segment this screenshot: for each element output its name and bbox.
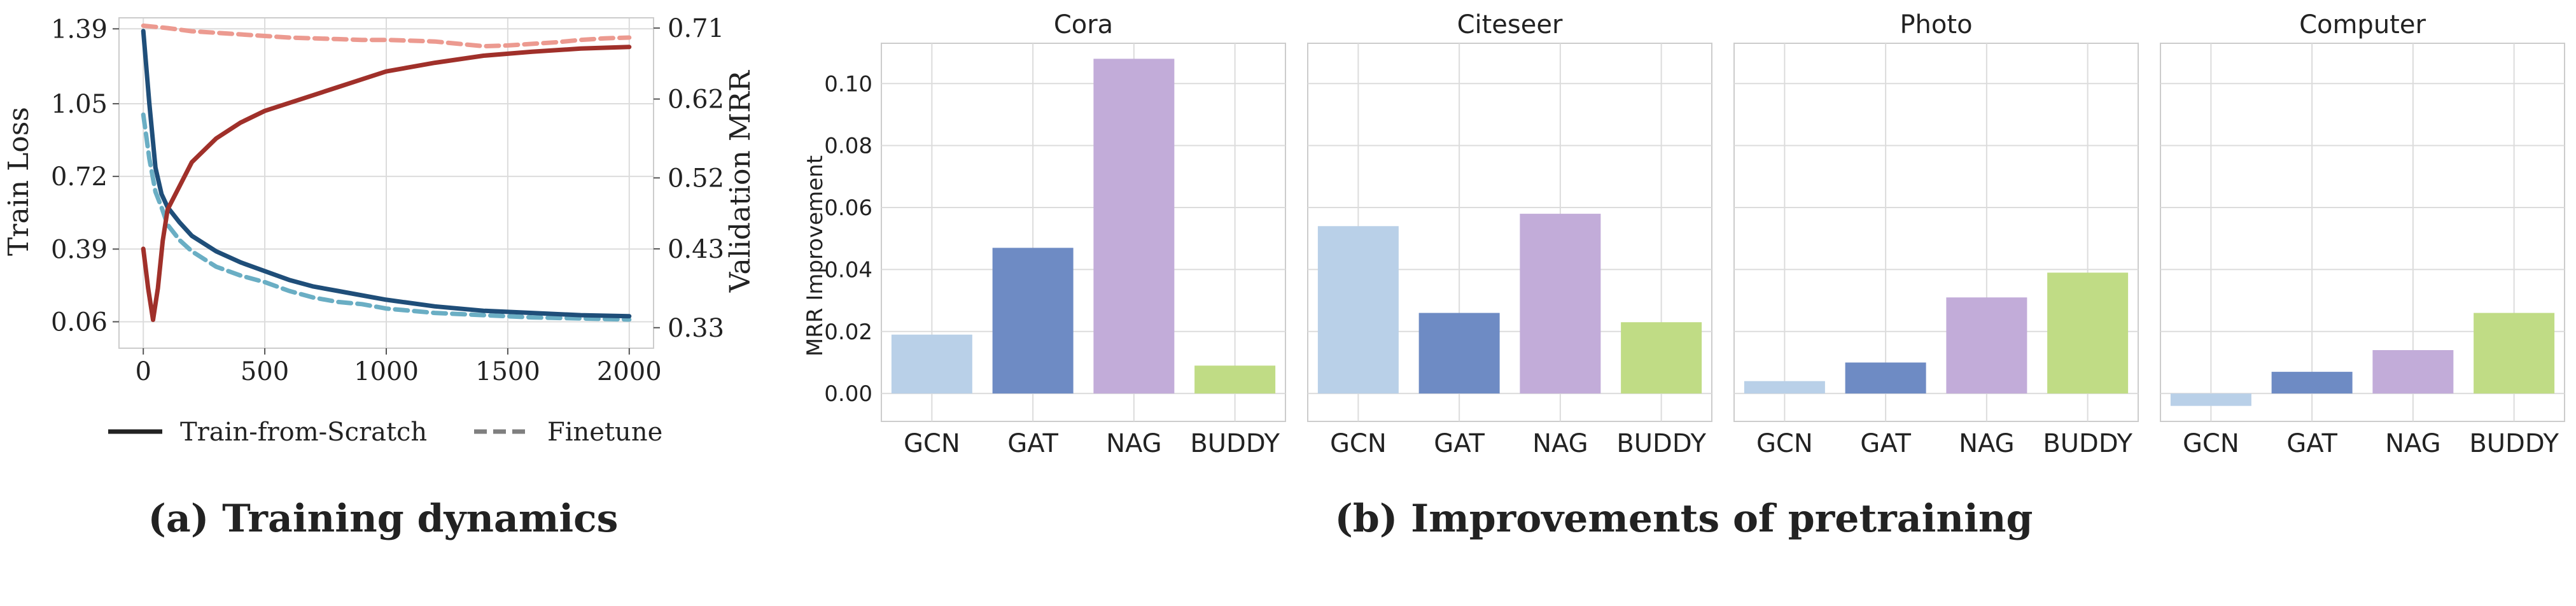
y-tick-label-right: 0.52 bbox=[668, 164, 724, 193]
x-tick-label: GAT bbox=[1434, 429, 1485, 458]
y-tick-label: 0.02 bbox=[824, 320, 872, 345]
y-tick-label: 0.04 bbox=[824, 257, 872, 283]
x-tick-label: BUDDY bbox=[1616, 429, 1706, 458]
x-tick-label: 2000 bbox=[597, 357, 662, 386]
x-tick-label: GAT bbox=[2286, 429, 2337, 458]
y-tick-label-left: 1.39 bbox=[51, 15, 108, 44]
x-tick-label: GAT bbox=[1860, 429, 1911, 458]
training-dynamics-chart: 0 500 1000 1500 2000 1.39 1.05 0.72 0.39 0.06 0.71… bbox=[3, 14, 757, 541]
bar-gat bbox=[992, 248, 1074, 394]
y-tick-label: 0.10 bbox=[824, 71, 872, 97]
scratch-loss-line bbox=[141, 29, 632, 319]
x-tick-label: NAG bbox=[1106, 429, 1162, 458]
bar-panel-photo: GCN GAT NAG BUDDY Photo bbox=[1733, 10, 2139, 458]
tick-labels: 0 500 1000 1500 2000 1.39 1.05 0.72 0.39 0.06 0.71… bbox=[51, 14, 724, 386]
bar-panel-citeseer: GCN GAT NAG BUDDY Citeseer bbox=[1307, 10, 1712, 458]
y-tick-label-right: 0.43 bbox=[668, 235, 724, 264]
legend-label-scratch: Train-from-Scratch bbox=[180, 418, 427, 447]
x-tick-label: BUDDY bbox=[2043, 429, 2132, 458]
panel-title: Citeseer bbox=[1457, 10, 1563, 39]
panel-title: Cora bbox=[1054, 10, 1113, 39]
x-tick-label: NAG bbox=[1532, 429, 1588, 458]
x-tick-label: GAT bbox=[1007, 429, 1058, 458]
bar-buddy bbox=[2047, 272, 2129, 394]
caption-a: (a) Training dynamics bbox=[148, 497, 619, 541]
y-tick-label-left: 1.05 bbox=[51, 90, 108, 119]
x-tick-label: 1000 bbox=[354, 357, 419, 386]
y-tick-label-right: 0.62 bbox=[668, 85, 724, 115]
pretraining-improvement-charts: 0.00 0.02 0.04 0.06 0.08 0.10 GCN GAT NAG BUDDY Co… bbox=[802, 10, 2565, 541]
bar-nag bbox=[1093, 59, 1175, 394]
x-tick-label: NAG bbox=[2385, 429, 2441, 458]
y-tick-label-left: 0.39 bbox=[51, 235, 108, 264]
y-tick-label: 0.00 bbox=[824, 381, 872, 407]
y-axis-label-mrr-improvement: MRR Improvement bbox=[802, 155, 828, 356]
x-tick-label: GCN bbox=[1330, 429, 1387, 458]
bar-gcn bbox=[891, 334, 972, 394]
bar-nag bbox=[2372, 350, 2454, 394]
x-tick-label: BUDDY bbox=[1190, 429, 1280, 458]
bar-buddy bbox=[1621, 322, 1702, 394]
x-tick-label: GCN bbox=[1756, 429, 1813, 458]
panel-title: Photo bbox=[1900, 10, 1972, 39]
x-tick-label: 0 bbox=[135, 357, 151, 386]
y-tick-label-left: 0.06 bbox=[51, 307, 108, 337]
y-tick-label: 0.08 bbox=[824, 134, 872, 159]
x-tick-label: 500 bbox=[241, 357, 289, 386]
bar-buddy bbox=[1194, 365, 1276, 394]
y-tick-label: 0.06 bbox=[824, 195, 872, 221]
bar-gat bbox=[2271, 372, 2353, 394]
x-tick-label: 1500 bbox=[475, 357, 540, 386]
caption-b: (b) Improvements of pretraining bbox=[1335, 497, 2033, 541]
y-tick-label-left: 0.72 bbox=[51, 162, 108, 192]
bar-panel-cora: 0.00 0.02 0.04 0.06 0.08 0.10 GCN GAT NAG BUDDY Co… bbox=[824, 10, 1286, 458]
x-tick-label: NAG bbox=[1959, 429, 2015, 458]
bar-gcn bbox=[2170, 393, 2251, 406]
legend: Train-from-Scratch Finetune bbox=[108, 418, 662, 447]
legend-label-finetune: Finetune bbox=[547, 418, 662, 447]
bar-gat bbox=[1418, 313, 1500, 394]
finetune-mrr-line bbox=[141, 23, 632, 49]
scratch-mrr-line bbox=[141, 45, 632, 322]
bar-nag bbox=[1520, 213, 1601, 394]
bar-buddy bbox=[2474, 313, 2555, 394]
y-tick-label-right: 0.33 bbox=[668, 314, 724, 343]
series-lines bbox=[141, 23, 632, 322]
bar-gat bbox=[1845, 362, 1926, 394]
x-tick-label: GCN bbox=[904, 429, 960, 458]
x-tick-label: BUDDY bbox=[2469, 429, 2559, 458]
bar-gcn bbox=[1744, 381, 1825, 394]
x-tick-label: GCN bbox=[2183, 429, 2239, 458]
y-tick-label-right: 0.71 bbox=[668, 14, 724, 43]
panel-title: Computer bbox=[2299, 10, 2426, 39]
bar-gcn bbox=[1317, 226, 1399, 394]
y-axis-label-left: Train Loss bbox=[3, 107, 35, 256]
bar-panel-computer: GCN GAT NAG BUDDY Computer bbox=[2160, 10, 2565, 458]
y-axis-label-right: Validation MRR bbox=[724, 69, 757, 293]
bar-nag bbox=[1946, 297, 2027, 394]
finetune-loss-line bbox=[141, 112, 632, 322]
